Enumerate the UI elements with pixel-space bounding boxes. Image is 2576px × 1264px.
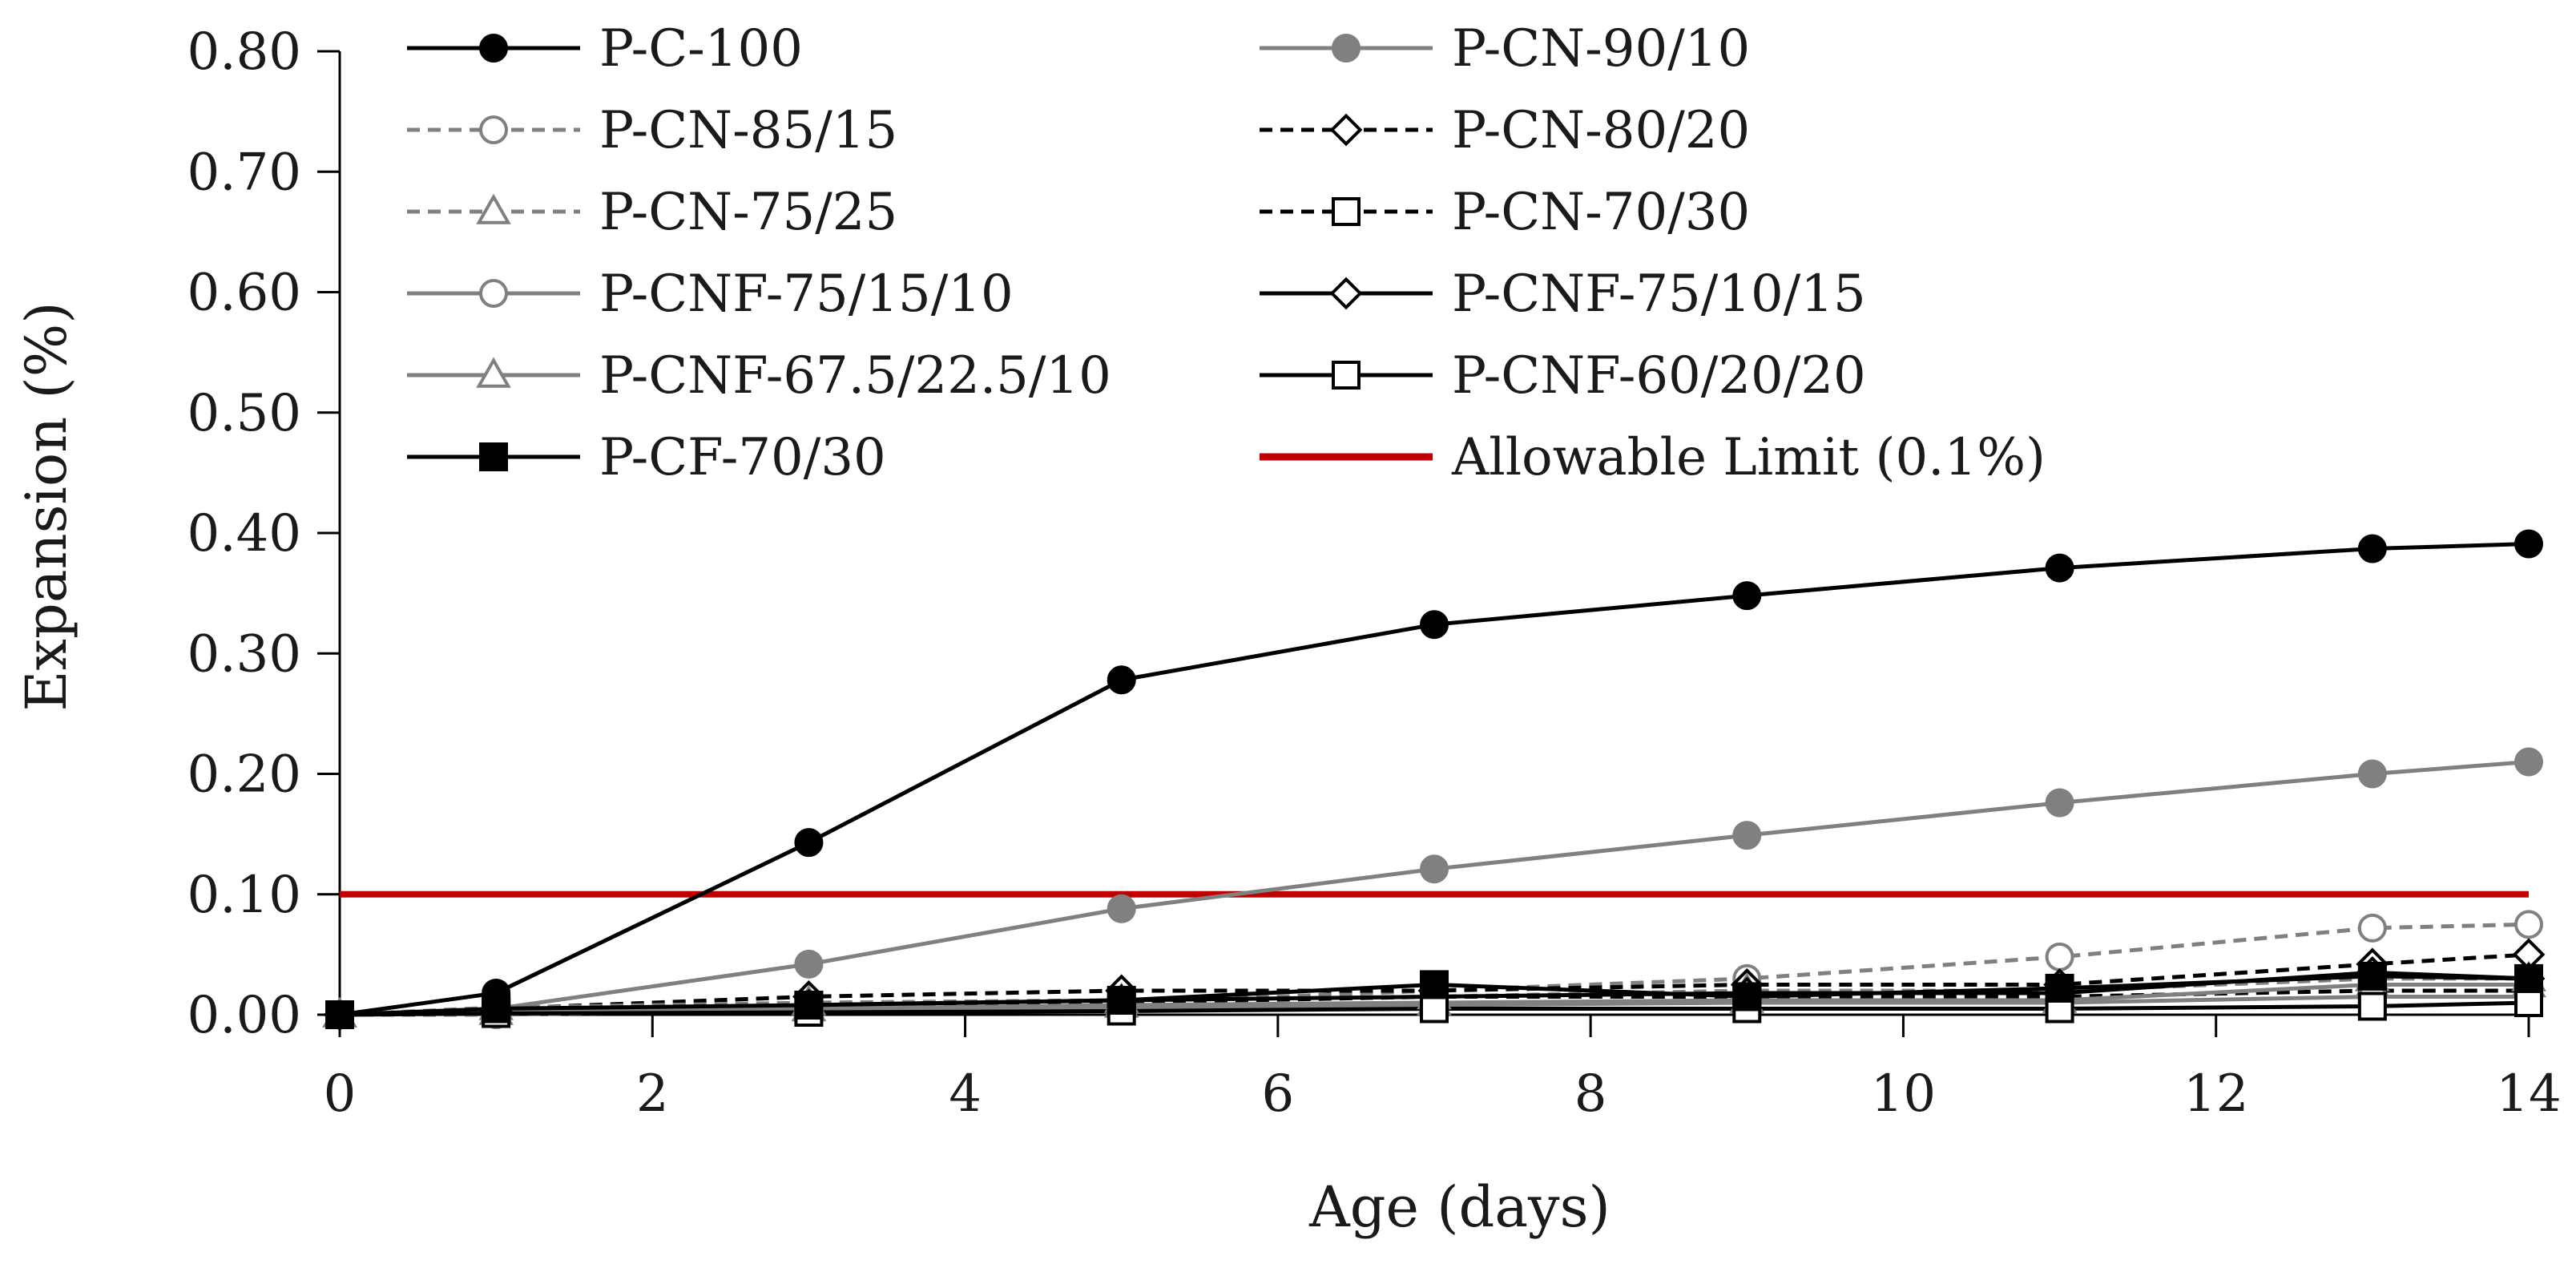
data-point (325, 1000, 354, 1029)
legend-label: Allowable Limit (0.1%) (1451, 428, 2046, 487)
data-point (794, 828, 824, 858)
data-point (1732, 982, 1762, 1012)
data-point (2357, 991, 2387, 1021)
data-point (1420, 854, 1449, 884)
legend-label: P-C-100 (599, 19, 803, 79)
x-tick-label: 12 (2183, 1064, 2248, 1124)
y-tick-label: 0.00 (187, 986, 302, 1045)
legend-label: P-CN-75/25 (599, 183, 897, 242)
y-tick-label: 0.60 (187, 264, 302, 323)
x-tick-label: 14 (2496, 1064, 2561, 1124)
data-point (2357, 913, 2387, 943)
y-axis-title: Expansion (%) (14, 301, 79, 711)
data-point (2045, 942, 2074, 971)
legend-swatch-marker (479, 34, 508, 63)
legend-label: P-CNF-67.5/22.5/10 (599, 346, 1111, 406)
legend-swatch-marker (476, 357, 511, 388)
legend-swatch-marker (479, 279, 508, 308)
data-point (1732, 581, 1762, 611)
x-tick-label: 10 (1871, 1064, 1936, 1124)
data-point (1107, 894, 1136, 923)
y-tick-label: 0.80 (187, 22, 302, 82)
legend-swatch-marker (1332, 361, 1361, 390)
y-tick-label: 0.20 (187, 745, 302, 805)
legend-swatch-marker (479, 115, 508, 144)
legend-swatch-marker (1332, 197, 1361, 226)
data-point (2514, 987, 2543, 1017)
data-point (794, 990, 824, 1020)
legend-label: P-CN-80/20 (1452, 101, 1750, 160)
x-tick-label: 4 (949, 1064, 982, 1124)
x-tick-label: 6 (1261, 1064, 1294, 1124)
legend-label: P-CN-85/15 (599, 101, 897, 160)
series-markers (322, 529, 2546, 1032)
data-point (2514, 910, 2543, 939)
data-point (2514, 747, 2543, 777)
y-tick-label: 0.30 (187, 624, 302, 684)
x-tick-label: 0 (324, 1064, 357, 1124)
data-point (1420, 970, 1449, 999)
legend-swatch-marker (476, 193, 511, 224)
legend-swatch-marker (1329, 277, 1363, 310)
legend-label: P-CN-90/10 (1452, 19, 1750, 79)
legend-label: P-CNF-75/10/15 (1452, 265, 1866, 324)
data-point (2045, 553, 2074, 583)
legend-swatch-marker (1332, 34, 1361, 63)
data-point (1420, 994, 1449, 1024)
data-point (794, 949, 824, 979)
legend-swatch-marker (479, 442, 508, 471)
data-point (1107, 985, 1136, 1015)
data-point (2357, 961, 2387, 991)
legend-label: P-CNF-60/20/20 (1452, 346, 1866, 406)
data-point (2357, 534, 2387, 563)
data-point (1107, 665, 1136, 695)
data-point (2045, 788, 2074, 818)
legend-label: P-CF-70/30 (599, 428, 886, 487)
x-axis-title: Age (days) (1308, 1174, 1611, 1240)
data-point (2514, 963, 2543, 993)
y-tick-label: 0.50 (187, 384, 302, 443)
y-tick-label: 0.70 (187, 143, 302, 202)
data-point (1732, 821, 1762, 850)
data-point (2357, 759, 2387, 789)
data-point (482, 978, 511, 1008)
y-tick-label: 0.40 (187, 504, 302, 563)
data-point (1420, 610, 1449, 640)
tick-labels: 0.00 0.10 0.20 0.30 0.40 0.50 0.60 0.70 0.80 0 2 4 6… (187, 22, 2562, 1124)
data-point (2514, 529, 2543, 559)
legend-swatch-marker (1329, 113, 1363, 147)
x-tick-label: 8 (1574, 1064, 1607, 1124)
y-tick-label: 0.10 (187, 866, 302, 925)
legend-label: P-CNF-75/15/10 (599, 265, 1014, 324)
data-point (2045, 973, 2074, 1003)
legend-label: P-CN-70/30 (1452, 183, 1750, 242)
x-tick-label: 2 (636, 1064, 669, 1124)
legend: P-C-100 P-CN-90/10 P-CN-85/15 P-CN-80/20 P-C… (407, 19, 2046, 487)
